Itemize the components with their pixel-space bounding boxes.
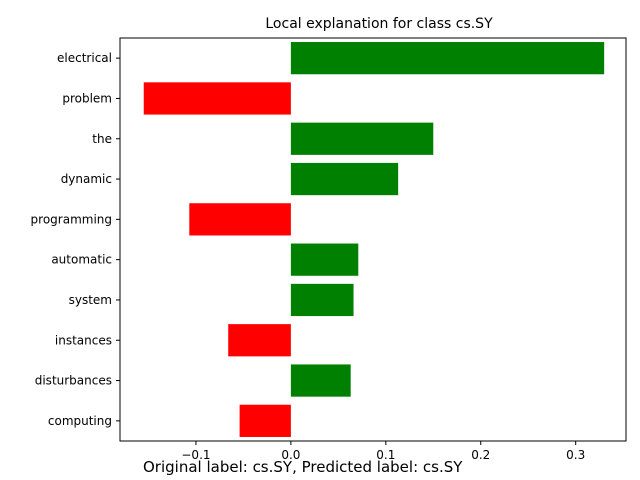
- bar-electrical: [290, 42, 605, 75]
- bar-programming: [189, 203, 291, 236]
- x-tick-label: 0.0: [281, 448, 300, 462]
- y-tick-label: electrical: [57, 51, 112, 65]
- bar-computing: [239, 404, 291, 437]
- bar-the: [290, 122, 434, 155]
- bar-system: [290, 283, 354, 317]
- y-tick-label: programming: [31, 212, 112, 226]
- caption-text: Original label: cs.SY, Predicted label: …: [143, 458, 463, 476]
- bar-automatic: [290, 243, 359, 276]
- chart-title: Local explanation for class cs.SY: [265, 16, 493, 32]
- y-axis-ticks: electrical problem the dynamic programming au…: [31, 51, 120, 428]
- x-tick-label: 0.1: [376, 448, 395, 462]
- x-tick-label: 0.3: [566, 448, 585, 462]
- y-tick-label: computing: [48, 414, 112, 428]
- y-tick-label: the: [92, 132, 112, 146]
- x-tick-label: −0.1: [181, 448, 210, 462]
- y-tick-label: dynamic: [61, 172, 112, 186]
- bar-problem: [143, 82, 291, 115]
- bar-disturbances: [290, 364, 351, 397]
- y-tick-label: instances: [55, 333, 112, 347]
- x-tick-label: 0.2: [471, 448, 490, 462]
- y-tick-label: automatic: [51, 253, 112, 267]
- y-tick-label: system: [69, 293, 112, 307]
- x-axis-ticks: −0.1 0.0 0.1 0.2 0.3: [181, 441, 585, 462]
- y-tick-label: problem: [62, 91, 112, 105]
- y-tick-label: disturbances: [35, 374, 112, 388]
- bars-group: [143, 42, 605, 437]
- plot-frame: [119, 37, 627, 442]
- bar-dynamic: [290, 162, 399, 196]
- bar-instances: [228, 324, 291, 357]
